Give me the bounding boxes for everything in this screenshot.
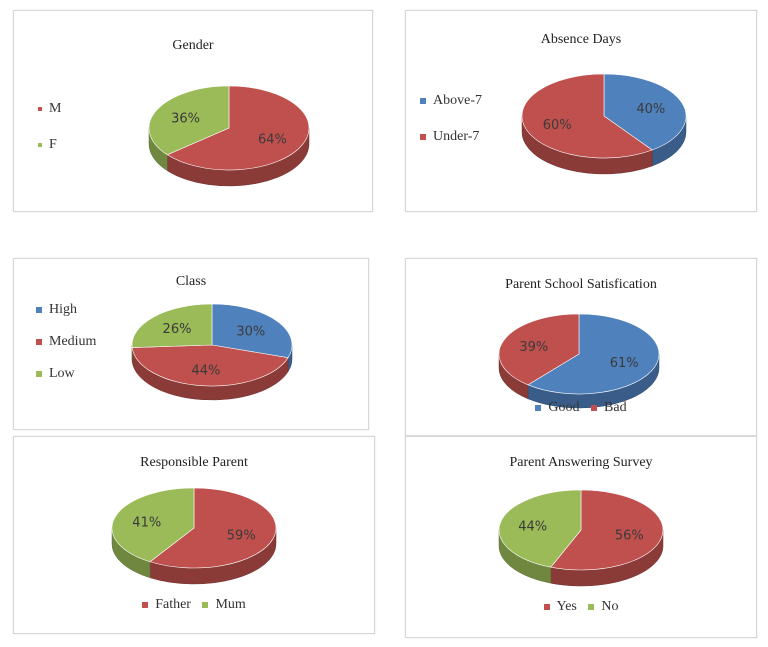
legend-swatch — [38, 107, 42, 111]
legend-swatch — [36, 339, 42, 345]
legend-label: No — [601, 599, 619, 614]
legend-item-yes: Yes — [543, 599, 577, 615]
data-label-no: 44% — [518, 520, 547, 535]
data-label-yes: 56% — [615, 528, 644, 543]
pie-slice-above-7 — [603, 73, 687, 151]
pie-slice-medium — [131, 344, 289, 387]
pie-slice-good — [527, 313, 660, 395]
chart-title: Parent School Satisfication — [505, 277, 657, 292]
legend-label: Medium — [49, 334, 97, 349]
pie-chart-parent-answering-survey: 56% 44% — [498, 489, 664, 587]
legend-item-bad: Bad — [591, 400, 627, 416]
chart-panel-parent-school-satisfication: Parent School Satisfication 61% 39% Good … — [405, 258, 757, 436]
legend-swatch — [420, 134, 426, 140]
legend-item-mum: Mum — [202, 597, 246, 613]
data-label-bad: 39% — [519, 340, 548, 355]
chart-title: Class — [175, 274, 207, 289]
pie-slice-high — [211, 303, 293, 358]
pie-slice-no — [498, 489, 582, 568]
data-label-father: 59% — [227, 529, 256, 544]
pie-chart-responsible-parent: 59% 41% — [111, 487, 277, 585]
legend-item-above-7: Above-7 — [420, 93, 482, 109]
legend-swatch — [535, 405, 542, 411]
data-label-mum: 41% — [132, 515, 161, 530]
chart-panel-class: Class High Medium Low 30% 44% 26% — [13, 258, 369, 430]
legend-swatch — [36, 371, 42, 377]
legend-label: Yes — [556, 599, 577, 614]
pie-slice-father — [149, 487, 277, 569]
pie-slice-low — [131, 303, 213, 348]
chart-legend: M F — [38, 101, 61, 173]
legend-item-medium: Medium — [36, 334, 96, 350]
pie-chart-gender: 64% 36% — [148, 85, 310, 187]
data-label-under-7: 60% — [543, 118, 572, 133]
data-label-medium: 44% — [192, 363, 221, 378]
legend-item-low: Low — [36, 366, 96, 382]
pie-slice-m — [166, 85, 310, 171]
legend-item-f: F — [38, 137, 61, 153]
legend-swatch — [36, 307, 42, 313]
legend-item-father: Father — [142, 597, 191, 613]
legend-item-m: M — [38, 101, 61, 117]
legend-swatch — [591, 405, 598, 411]
legend-label: Bad — [604, 400, 627, 415]
legend-swatch — [202, 602, 209, 608]
legend-label: Good — [548, 400, 580, 415]
legend-swatch — [543, 604, 550, 610]
pie-slice-mum — [111, 487, 195, 563]
legend-swatch — [142, 602, 149, 608]
legend-label: Mum — [215, 597, 246, 612]
data-label-m: 64% — [258, 133, 287, 148]
legend-item-high: High — [36, 302, 96, 318]
chart-title: Parent Answering Survey — [509, 455, 653, 470]
chart-legend: Father Mum — [14, 597, 374, 613]
pie-chart-absence-days: 40% 60% — [521, 73, 687, 175]
pie-chart-class: 30% 44% 26% — [131, 303, 293, 401]
legend-item-no: No — [588, 599, 619, 615]
data-label-good: 61% — [610, 356, 639, 371]
legend-label: Under-7 — [433, 129, 480, 144]
chart-panel-parent-answering-survey: Parent Answering Survey 56% 44% Yes No — [405, 436, 757, 638]
pie-chart-parent-school-satisfication: 61% 39% — [498, 313, 660, 409]
legend-item-under-7: Under-7 — [420, 129, 482, 145]
chart-title: Gender — [172, 38, 214, 53]
chart-title: Absence Days — [540, 32, 622, 47]
legend-label: F — [49, 137, 57, 152]
pie-slice-bad — [498, 313, 580, 386]
legend-label: High — [49, 302, 77, 317]
legend-label: M — [49, 101, 62, 116]
chart-panel-absence-days: Absence Days Above-7 Under-7 40% 60% — [405, 10, 757, 212]
legend-label: Above-7 — [433, 93, 482, 108]
legend-label: Father — [155, 597, 191, 612]
data-label-high: 30% — [236, 325, 265, 340]
legend-item-good: Good — [535, 400, 580, 416]
legend-swatch — [588, 604, 595, 610]
chart-title: Responsible Parent — [140, 455, 248, 470]
chart-legend: Above-7 Under-7 — [420, 93, 482, 165]
legend-label: Low — [49, 366, 75, 381]
data-label-above-7: 40% — [636, 102, 665, 117]
legend-swatch — [38, 143, 42, 147]
pie-slice-under-7 — [521, 73, 653, 159]
chart-panel-gender: Gender M F 64% 36% — [13, 10, 373, 212]
chart-legend: Yes No — [406, 599, 756, 615]
legend-swatch — [420, 98, 426, 104]
chart-panel-responsible-parent: Responsible Parent 59% 41% Father Mum — [13, 436, 375, 634]
data-label-low: 26% — [163, 322, 192, 337]
chart-legend: High Medium Low — [36, 302, 96, 402]
pie-slice-yes — [550, 489, 664, 571]
data-label-f: 36% — [171, 111, 200, 126]
pie-slice-f — [148, 85, 230, 156]
chart-legend: Good Bad — [406, 400, 756, 416]
